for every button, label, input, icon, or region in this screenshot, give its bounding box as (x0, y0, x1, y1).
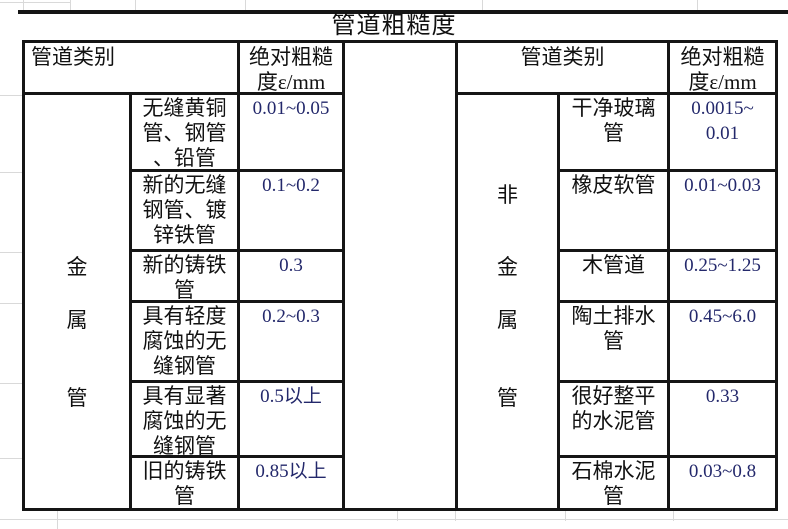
pipe-type-cell: 旧的铸铁管 (132, 458, 240, 508)
pipe-type-cell: 石棉水泥管 (560, 458, 670, 508)
column-header-absolute-roughness: 绝对粗糙度ε/mm (670, 43, 775, 95)
roughness-value-cell: 0.25~1.25 (670, 252, 775, 303)
category-char: 金 (497, 255, 518, 279)
pipe-type-cell: 新的铸铁管 (132, 252, 240, 303)
grid-stub (565, 511, 566, 521)
nonmetal-pipes-table: 管道类别 绝对粗糙度ε/mm 非 金 属 管 干净玻璃管 0.0015~ 0.0… (455, 40, 778, 511)
pipe-type-cell: 无缝黄铜管、钢管、铅管 (132, 95, 240, 172)
pipe-type-cell: 木管道 (560, 252, 670, 303)
grid-stub (397, 511, 398, 521)
roughness-value-cell: 0.01~0.03 (670, 172, 775, 252)
roughness-value-cell: 0.45~6.0 (670, 303, 775, 383)
grid-stub (0, 2, 70, 3)
roughness-value-cell: 0.85以上 (255, 461, 327, 482)
middle-gap-top-border (345, 40, 455, 43)
table-title: 管道粗糙度 (331, 13, 457, 39)
grid-stub (245, 0, 246, 10)
grid-stub (0, 172, 22, 173)
column-header-pipe-category: 管道类别 (458, 43, 670, 95)
pipe-type-cell: 具有轻度腐蚀的无缝钢管 (132, 303, 240, 383)
roughness-value-cell: 0.01~0.05 (240, 95, 342, 172)
grid-stub (697, 0, 698, 10)
grid-stub (455, 511, 456, 521)
category-cell-nonmetal-pipe: 非 金 属 管 (458, 95, 560, 508)
category-char: 管 (66, 386, 88, 410)
roughness-value-cell: 0.5以上 (240, 383, 342, 458)
grid-stub (0, 383, 22, 384)
roughness-value-cell: 0.03~0.8 (688, 461, 757, 482)
middle-gap-bottom-border (345, 508, 455, 511)
pipe-type-cell: 具有显著腐蚀的无缝钢管 (132, 383, 240, 458)
grid-stub (482, 0, 483, 10)
roughness-value-cell: 0.3 (240, 252, 342, 303)
grid-stub (0, 458, 22, 459)
grid-stub (0, 519, 788, 520)
category-char: 金 (66, 255, 88, 279)
pipe-type-cell: 干净玻璃管 (560, 95, 670, 172)
pipe-type-cell: 很好整平的水泥管 (560, 383, 670, 458)
roughness-value-cell: 0.0015~ 0.01 (670, 95, 775, 172)
category-char: 属 (66, 308, 88, 332)
roughness-value-cell: 0.33 (670, 383, 775, 458)
grid-stub (0, 303, 22, 304)
grid-stub (0, 95, 22, 96)
column-header-absolute-roughness: 绝对粗糙度ε/mm (240, 43, 342, 95)
pipe-type-cell: 陶土排水管 (560, 303, 670, 383)
category-cell-metal-pipe: 金 属 管 (25, 95, 132, 508)
roughness-value-cell: 0.2~0.3 (240, 303, 342, 383)
metal-pipes-table: 管道类别 绝对粗糙度ε/mm 金 属 管 无缝黄铜管、钢管、铅管 0.01~0.… (22, 40, 345, 511)
category-char: 非 (497, 183, 518, 207)
roughness-value-cell: 0.1~0.2 (240, 172, 342, 252)
grid-stub (0, 252, 22, 253)
grid-stub (23, 0, 24, 10)
column-header-pipe-category: 管道类别 (25, 43, 240, 95)
grid-stub (135, 0, 136, 10)
category-char: 属 (497, 308, 518, 332)
grid-stub (57, 511, 58, 529)
category-char: 管 (497, 386, 518, 410)
pipe-type-cell: 新的无缝钢管、镀锌铁管 (132, 172, 240, 252)
grid-stub (70, 0, 71, 10)
grid-stub (673, 511, 674, 521)
pipe-type-cell: 橡皮软管 (560, 172, 670, 252)
top-thick-rule (18, 10, 788, 14)
